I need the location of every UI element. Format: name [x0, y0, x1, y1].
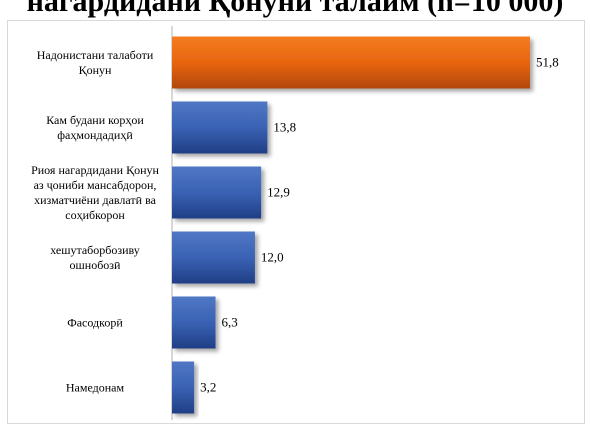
data-label: 51,8 [536, 55, 559, 70]
bar [172, 166, 262, 219]
category-label-line: Риоя нагардидани Қонун [31, 163, 159, 177]
data-label: 12,0 [261, 250, 284, 265]
category-label: Надонистани талаботи Қонун [37, 48, 154, 77]
category-label: Кам будани корҳои фаҳмондадиҳӣ [46, 113, 144, 142]
chart-frame [7, 20, 585, 424]
category-label-line: Фасодкорӣ [67, 316, 123, 330]
bar [172, 296, 216, 349]
category-label-line: соҳибкорон [65, 208, 125, 222]
category-label-line: Қонун [79, 63, 112, 77]
bar [172, 101, 268, 154]
data-label: 3,2 [200, 380, 216, 395]
data-label: 13,8 [273, 120, 296, 135]
category-label-line: аз ҷониби мансабдорон, [34, 178, 157, 192]
category-label: хешутаборбозиву ошнобозӣ [50, 243, 140, 272]
data-label: 6,3 [222, 315, 238, 330]
category-label-line: Кам будани корҳои [46, 113, 144, 127]
chart-title: нагардидани Қонуни талаим (n=10 000) [26, 0, 564, 18]
category-label-line: Надонистани талаботи [37, 48, 154, 62]
category-label: Фасодкорӣ [67, 316, 123, 330]
category-label: Риоя нагардидани Қонун аз ҷониби мансабдо… [31, 163, 159, 222]
category-label-line: фаҳмондадиҳӣ [57, 128, 133, 142]
bar [172, 36, 530, 89]
category-label-line: хешутаборбозиву [50, 243, 140, 257]
category-label-line: Намедонам [66, 381, 125, 395]
bar [172, 361, 195, 414]
bar [172, 231, 255, 284]
data-label: 12,9 [267, 185, 290, 200]
category-label-line: ошнобозӣ [70, 258, 122, 272]
category-label: Намедонам [66, 381, 125, 395]
category-label-line: хизматчиёни давлатӣ ва [34, 193, 157, 207]
